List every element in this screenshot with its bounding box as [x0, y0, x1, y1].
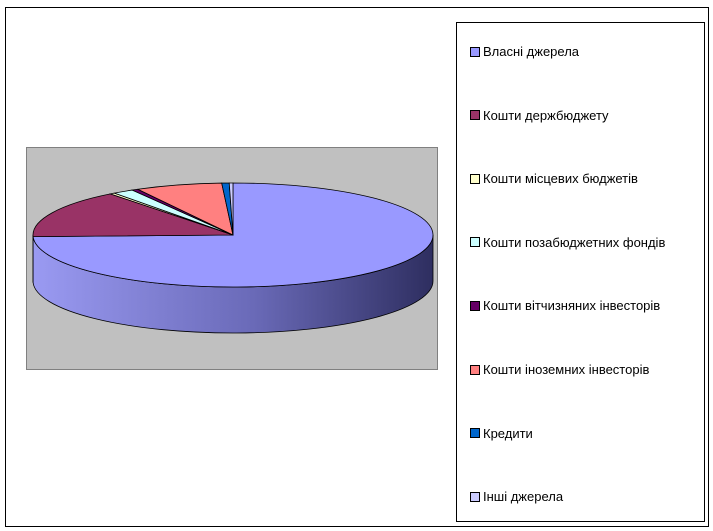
- legend-item: Кошти місцевих бюджетів: [470, 171, 638, 186]
- legend-item: Кошти держбюджету: [470, 108, 609, 123]
- legend: Власні джерела Кошти держбюджету Кошти міс…: [456, 22, 705, 522]
- legend-swatch: [470, 46, 480, 57]
- legend-label: Кошти позабюджетних фондів: [483, 234, 666, 250]
- legend-item: Кредити: [470, 426, 533, 441]
- legend-item: Інші джерела: [470, 489, 563, 504]
- pie-slice-інші-джерела: [228, 182, 234, 236]
- legend-label: Кошти іноземних інвесторів: [483, 362, 650, 377]
- legend-item: Кошти позабюджетних фондів: [470, 235, 665, 250]
- legend-item: Власні джерела: [470, 44, 579, 59]
- plot-area: [26, 147, 438, 370]
- legend-item: Кошти іноземних інвесторів: [470, 362, 649, 377]
- legend-swatch: [470, 364, 480, 375]
- legend-item: Кошти вітчизняних інвесторів: [470, 298, 660, 313]
- legend-label: Кошти вітчизняних інвесторів: [483, 298, 661, 314]
- legend-swatch: [470, 110, 480, 121]
- legend-swatch: [470, 428, 480, 439]
- legend-label: Інші джерела: [483, 489, 564, 505]
- pie-slice-кошти-держбюджету: [32, 193, 234, 238]
- legend-swatch: [470, 300, 480, 311]
- legend-swatch: [470, 173, 480, 184]
- legend-swatch: [470, 491, 480, 502]
- legend-label: Кошти місцевих бюджетів: [483, 171, 638, 187]
- legend-label: Кошти держбюджету: [483, 107, 609, 123]
- legend-swatch: [470, 237, 480, 248]
- pie-chart: [32, 182, 434, 334]
- legend-label: Власні джерела: [483, 44, 580, 59]
- legend-label: Кредити: [483, 425, 533, 441]
